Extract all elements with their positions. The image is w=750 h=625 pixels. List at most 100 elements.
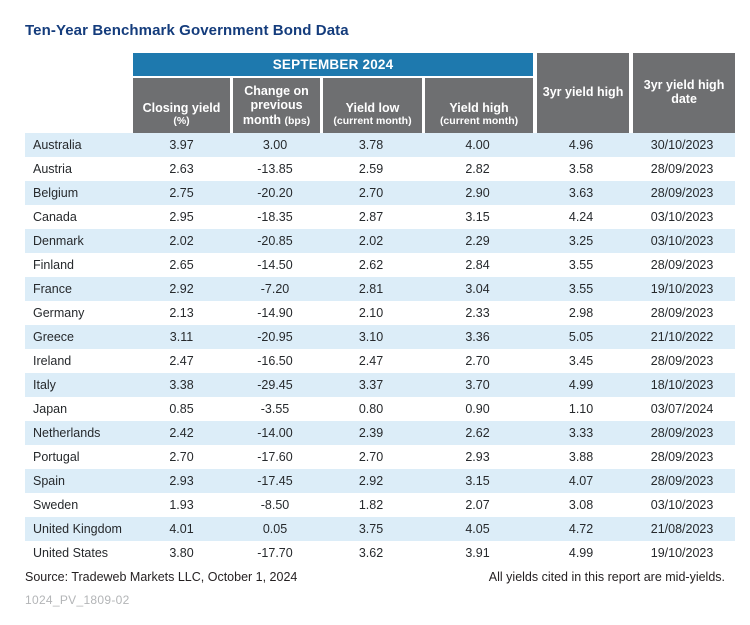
- change-bps-cell: -14.50: [257, 258, 293, 272]
- change-bps-cell: -20.85: [257, 234, 293, 248]
- country-cell: United States: [33, 546, 109, 560]
- table-row: Ireland 2.47 -16.50 2.47 2.70 3.45 28/09/2023: [25, 349, 736, 373]
- yield-low-cell: 2.59: [358, 162, 384, 176]
- yr3-high-cell: 3.33: [568, 426, 594, 440]
- change-bps-cell: -8.50: [260, 498, 290, 512]
- yr3-high-cell: 4.72: [568, 522, 594, 536]
- yr3-high-cell: 3.58: [568, 162, 594, 176]
- yield-low-cell: 2.92: [358, 474, 384, 488]
- yield-high-cell: 2.33: [465, 306, 490, 320]
- closing-yield-cell: 2.13: [169, 306, 194, 320]
- yield-high-cell: 2.70: [465, 354, 490, 368]
- country-cell: Denmark: [33, 234, 84, 248]
- column-header-change-on-previous-month: Change on previous month (bps): [230, 78, 320, 133]
- change-bps-cell: 0.05: [262, 522, 288, 536]
- column-header-label: Change on previous month: [242, 83, 309, 127]
- yield-high-cell: 3.91: [465, 546, 490, 560]
- yield-high-cell: 2.82: [465, 162, 490, 176]
- yr3-high-date-cell: 28/09/2023: [650, 306, 714, 320]
- closing-yield-cell: 2.65: [169, 258, 194, 272]
- change-bps-cell: -14.90: [257, 306, 293, 320]
- table-row: Denmark 2.02 -20.85 2.02 2.29 3.25 03/10/2023: [25, 229, 736, 253]
- yield-high-cell: 4.00: [465, 138, 490, 152]
- table-row: Germany 2.13 -14.90 2.10 2.33 2.98 28/09/2023: [25, 301, 736, 325]
- table-row: Sweden 1.93 -8.50 1.82 2.07 3.08 03/10/2023: [25, 493, 736, 517]
- yield-low-cell: 3.10: [358, 330, 384, 344]
- yr3-high-date-cell: 19/10/2023: [650, 546, 714, 560]
- yr3-high-date-cell: 03/10/2023: [650, 210, 714, 224]
- closing-yield-cell: 4.01: [169, 522, 194, 536]
- country-cell: Ireland: [33, 354, 72, 368]
- change-bps-cell: -29.45: [257, 378, 293, 392]
- change-bps-cell: -17.60: [257, 450, 293, 464]
- table-header: SEPTEMBER 2024 3yr yield high 3yr yield …: [25, 53, 736, 133]
- change-bps-cell: -18.35: [257, 210, 293, 224]
- yield-high-cell: 3.15: [465, 474, 490, 488]
- yield-low-cell: 3.37: [358, 378, 384, 392]
- change-bps-cell: -17.70: [257, 546, 293, 560]
- page-title: Ten-Year Benchmark Government Bond Data: [25, 22, 349, 39]
- yield-low-cell: 1.82: [358, 498, 384, 512]
- yr3-high-cell: 1.10: [568, 402, 594, 416]
- table-row: United States 3.80 -17.70 3.62 3.91 4.99 19/10…: [25, 541, 736, 565]
- yr3-high-date-cell: 03/10/2023: [650, 234, 714, 248]
- yr3-high-date-cell: 21/10/2022: [650, 330, 714, 344]
- yield-low-cell: 2.70: [358, 450, 384, 464]
- yield-high-cell: 2.07: [465, 498, 490, 512]
- yr3-high-cell: 4.99: [568, 546, 594, 560]
- yield-low-cell: 0.80: [358, 402, 384, 416]
- yr3-high-cell: 4.96: [568, 138, 594, 152]
- yr3-high-cell: 3.45: [568, 354, 594, 368]
- yield-high-cell: 2.93: [465, 450, 490, 464]
- closing-yield-cell: 2.92: [169, 282, 194, 296]
- yr3-high-date-cell: 28/09/2023: [650, 354, 714, 368]
- country-cell: Italy: [33, 378, 56, 392]
- yr3-high-date-cell: 03/10/2023: [650, 498, 714, 512]
- yield-high-cell: 3.70: [465, 378, 490, 392]
- country-cell: Finland: [33, 258, 74, 272]
- country-cell: Portugal: [33, 450, 80, 464]
- closing-yield-cell: 2.70: [169, 450, 194, 464]
- yield-high-cell: 2.29: [465, 234, 490, 248]
- bond-data-table: SEPTEMBER 2024 3yr yield high 3yr yield …: [25, 53, 736, 565]
- closing-yield-cell: 2.63: [169, 162, 194, 176]
- table-row: Spain 2.93 -17.45 2.92 3.15 4.07 28/09/2023: [25, 469, 736, 493]
- column-header-sublabel: (current month): [439, 114, 519, 127]
- yield-low-cell: 2.81: [358, 282, 384, 296]
- change-bps-cell: -3.55: [260, 402, 290, 416]
- closing-yield-cell: 2.42: [169, 426, 194, 440]
- yield-high-cell: 4.05: [465, 522, 490, 536]
- yr3-high-cell: 3.08: [568, 498, 594, 512]
- yr3-high-date-cell: 28/09/2023: [650, 258, 714, 272]
- yr3-high-cell: 3.55: [568, 282, 594, 296]
- period-header: SEPTEMBER 2024: [133, 53, 534, 78]
- table-row: Greece 3.11 -20.95 3.10 3.36 5.05 21/10/2022: [25, 325, 736, 349]
- column-header-label: Closing yield: [142, 100, 221, 115]
- yr3-high-date-cell: 18/10/2023: [650, 378, 714, 392]
- closing-yield-cell: 3.97: [169, 138, 194, 152]
- document-id: 1024_PV_1809-02: [25, 593, 130, 607]
- yield-low-cell: 2.70: [358, 186, 384, 200]
- country-cell: Sweden: [33, 498, 79, 512]
- country-cell: Austria: [33, 162, 72, 176]
- closing-yield-cell: 2.95: [169, 210, 194, 224]
- closing-yield-cell: 3.38: [169, 378, 194, 392]
- table-row: Australia 3.97 3.00 3.78 4.00 4.96 30/10/2023: [25, 133, 736, 157]
- yield-low-cell: 2.47: [358, 354, 384, 368]
- change-bps-cell: -16.50: [257, 354, 293, 368]
- table-footer: Source: Tradeweb Markets LLC, October 1,…: [25, 570, 735, 584]
- change-bps-cell: -20.20: [257, 186, 293, 200]
- country-cell: Germany: [33, 306, 85, 320]
- table-row: Finland 2.65 -14.50 2.62 2.84 3.55 28/09/2023: [25, 253, 736, 277]
- yield-low-cell: 3.62: [358, 546, 384, 560]
- yr3-high-cell: 5.05: [568, 330, 594, 344]
- yr3-high-cell: 3.88: [568, 450, 594, 464]
- yr3-high-date-cell: 03/07/2024: [650, 402, 714, 416]
- yield-low-cell: 2.10: [358, 306, 384, 320]
- table-row: Belgium 2.75 -20.20 2.70 2.90 3.63 28/09/2023: [25, 181, 736, 205]
- yield-high-cell: 0.90: [465, 402, 490, 416]
- yield-low-cell: 3.75: [358, 522, 384, 536]
- closing-yield-cell: 2.47: [169, 354, 194, 368]
- country-cell: Japan: [33, 402, 68, 416]
